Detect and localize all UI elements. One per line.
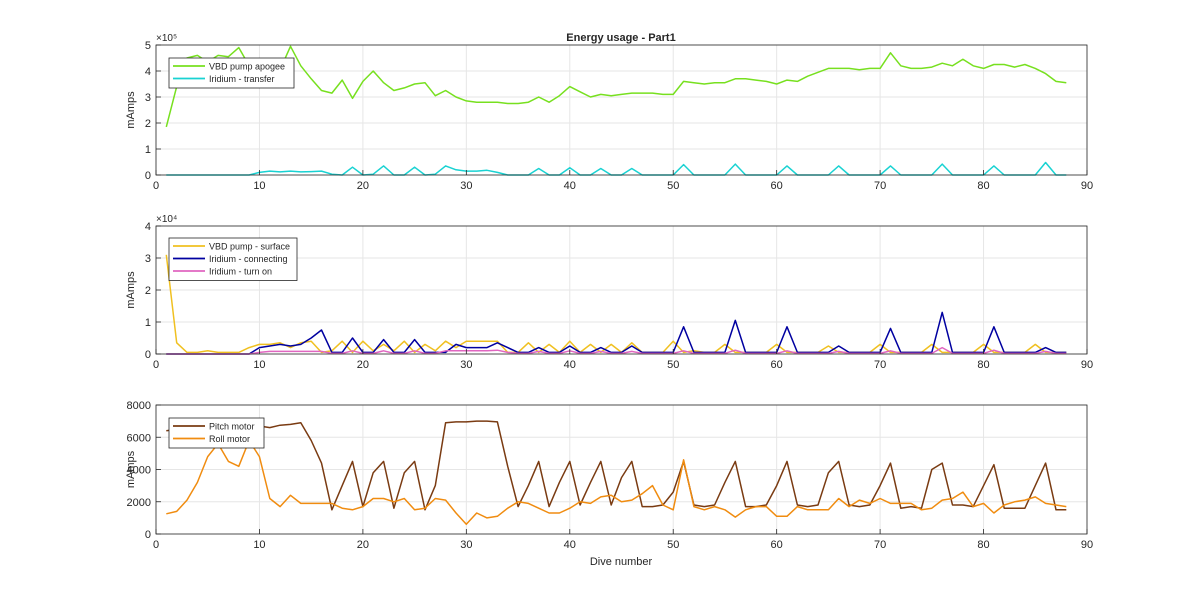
x-tick-label: 90 [1081,359,1093,371]
legend-box [168,57,295,89]
x-tick-label: 60 [771,359,783,371]
x-tick-label: 70 [874,359,886,371]
y-tick-label: 5 [145,40,151,52]
chart-panel-2: 0 10 20 30 40 50 60 70 80 90 0 1 2 3 4 ×10⁴ mAmps VBD pum… [125,214,1093,371]
x-tick-label: 40 [564,539,576,551]
x-tick-label: 90 [1081,180,1093,192]
x-tick-label: 80 [977,180,989,192]
y-exponent-label: ×10⁴ [156,214,177,225]
legend: VBD pump apogee Iridium - transfer [168,57,295,89]
legend-box [168,417,265,449]
y-tick-label: 4 [145,221,151,233]
legend-label-2: Iridium - transfer [209,74,275,84]
y-tick-label: 4 [145,66,151,78]
y-tick-label: 8000 [127,400,151,412]
axes-box [155,44,1088,176]
legend-label-1: Pitch motor [209,422,255,432]
legend-label-3: Iridium - turn on [209,267,272,277]
y-axis-label: mAmps [125,271,137,309]
y-tick-label: 0 [145,170,151,182]
y-tick-label: 1 [145,317,151,329]
chart-panel-3: 0 10 20 30 40 50 60 70 80 90 0 2000 4000 6000 8000 mAmp… [125,400,1093,551]
y-axis-label: mAmps [125,91,137,129]
legend-label-2: Iridium - connecting [209,254,288,264]
series-line-2 [166,439,1067,526]
x-tick-label: 0 [153,539,159,551]
x-tick-label: 80 [977,359,989,371]
legend-label-2: Roll motor [209,434,250,444]
series-line-1 [165,45,1067,128]
x-tick-label: 60 [771,539,783,551]
x-tick-label: 50 [667,539,679,551]
x-tick-label: 30 [460,180,472,192]
x-tick-label: 30 [460,359,472,371]
legend: VBD pump - surface Iridium - connecting Ir… [168,237,298,281]
y-tick-label: 1 [145,144,151,156]
y-tick-label: 0 [145,529,151,541]
x-axis-label: Dive number [590,556,653,568]
x-tick-label: 20 [357,539,369,551]
y-exponent-label: ×10⁵ [156,33,177,44]
x-tick-label: 40 [564,359,576,371]
chart-panel-1: 0 10 20 30 40 50 60 70 80 90 0 1 2 3 4 5 ×10⁵ mAmps VBD pu… [125,33,1093,192]
x-tick-label: 10 [253,180,265,192]
x-tick-label: 10 [253,359,265,371]
legend: Pitch motor Roll motor [168,417,265,449]
x-tick-label: 0 [153,359,159,371]
x-tick-label: 30 [460,539,472,551]
x-tick-label: 20 [357,359,369,371]
legend-label-1: VBD pump - surface [209,242,290,252]
legend-label-1: VBD pump apogee [209,62,285,72]
y-axis-label: mAmps [125,450,137,488]
x-tick-label: 10 [253,539,265,551]
x-tick-label: 20 [357,180,369,192]
y-tick-label: 2 [145,285,151,297]
y-tick-label: 2000 [127,497,151,509]
x-tick-label: 50 [667,180,679,192]
y-tick-label: 0 [145,349,151,361]
y-tick-label: 2 [145,118,151,130]
x-tick-label: 50 [667,359,679,371]
x-tick-label: 80 [977,539,989,551]
series-line-2 [166,311,1067,355]
x-tick-label: 40 [564,180,576,192]
x-tick-label: 90 [1081,539,1093,551]
x-tick-label: 0 [153,180,159,192]
y-tick-label: 6000 [127,432,151,444]
y-tick-label: 3 [145,92,151,104]
y-tick-label: 3 [145,253,151,265]
chart-title: Energy usage - Part1 [566,32,675,44]
y-tick-label: 4000 [127,465,151,477]
x-tick-label: 70 [874,180,886,192]
x-tick-label: 60 [771,180,783,192]
series-line-3 [166,346,1067,355]
x-tick-label: 70 [874,539,886,551]
